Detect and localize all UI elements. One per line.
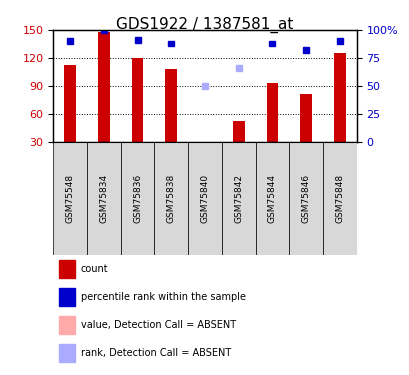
Bar [59, 288, 74, 306]
Bar [131, 58, 143, 142]
Text: GSM75836: GSM75836 [133, 174, 142, 223]
Bar [266, 84, 278, 142]
Text: GSM75838: GSM75838 [166, 174, 175, 223]
Bar [165, 69, 177, 142]
FancyBboxPatch shape [322, 142, 356, 255]
Text: GSM75834: GSM75834 [99, 174, 108, 223]
Bar [235, 65, 241, 71]
Bar [302, 48, 308, 53]
Bar [67, 39, 73, 44]
FancyBboxPatch shape [87, 142, 120, 255]
Text: GSM75848: GSM75848 [335, 174, 344, 223]
FancyBboxPatch shape [289, 142, 322, 255]
Bar [59, 316, 74, 334]
Bar [299, 94, 311, 142]
Text: GDS1922 / 1387581_at: GDS1922 / 1387581_at [116, 17, 293, 33]
FancyBboxPatch shape [255, 142, 289, 255]
Text: rank, Detection Call = ABSENT: rank, Detection Call = ABSENT [81, 348, 230, 358]
Bar [64, 64, 76, 142]
Bar [59, 344, 74, 362]
Text: value, Detection Call = ABSENT: value, Detection Call = ABSENT [81, 320, 235, 330]
Text: count: count [81, 264, 108, 274]
FancyBboxPatch shape [154, 142, 188, 255]
Bar [59, 260, 74, 278]
Bar [202, 84, 207, 89]
Bar [333, 53, 345, 142]
Bar [101, 27, 107, 33]
Bar [232, 121, 244, 142]
Bar [269, 41, 275, 46]
FancyBboxPatch shape [221, 142, 255, 255]
Bar [98, 32, 110, 142]
Text: GSM75844: GSM75844 [267, 174, 276, 223]
Bar [168, 41, 174, 46]
FancyBboxPatch shape [188, 142, 221, 255]
Text: GSM75548: GSM75548 [65, 174, 74, 223]
FancyBboxPatch shape [53, 142, 87, 255]
Text: GSM75840: GSM75840 [200, 174, 209, 223]
Text: GSM75846: GSM75846 [301, 174, 310, 223]
Bar [134, 38, 140, 43]
Text: GSM75842: GSM75842 [234, 174, 243, 223]
Bar [336, 39, 342, 44]
FancyBboxPatch shape [120, 142, 154, 255]
Text: percentile rank within the sample: percentile rank within the sample [81, 292, 245, 302]
